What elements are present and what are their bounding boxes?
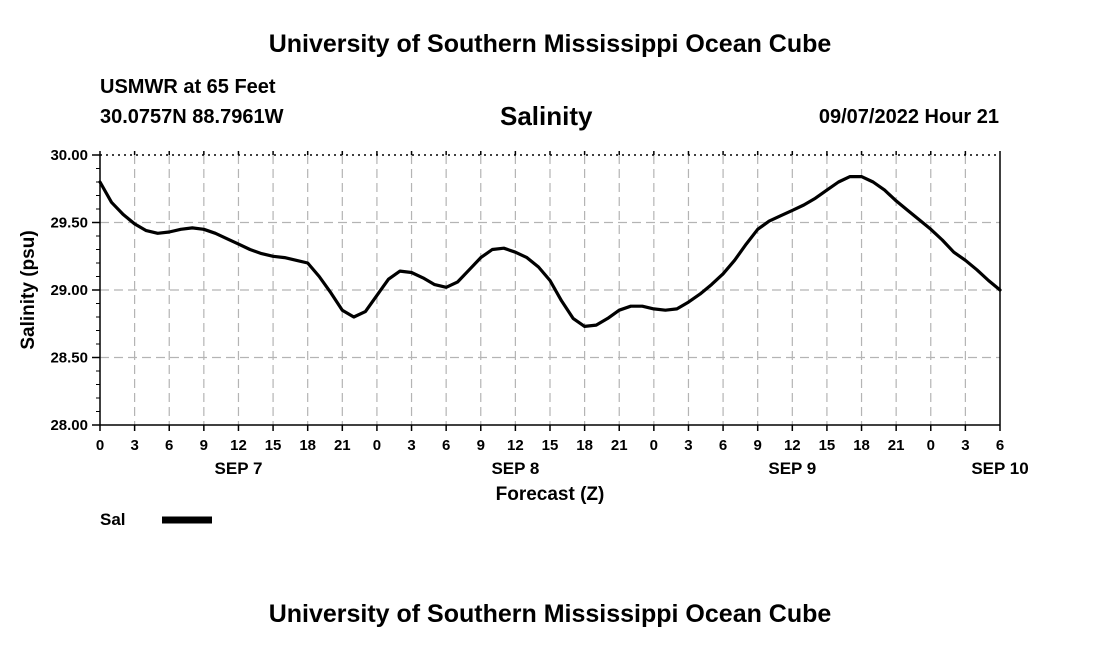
x-tick-label: 6 [996, 437, 1004, 454]
day-label: SEP 10 [971, 459, 1028, 478]
x-tick-label: 15 [542, 437, 559, 454]
grid-lines [100, 155, 1000, 425]
station-label: USMWR at 65 Feet [100, 76, 276, 98]
x-tick-label: 9 [754, 437, 762, 454]
x-tick-label: 6 [719, 437, 727, 454]
x-tick-label: 3 [130, 437, 138, 454]
legend-label-sal: Sal [100, 510, 126, 529]
y-tick-label: 28.00 [50, 417, 88, 434]
x-tick-label: 9 [477, 437, 485, 454]
x-tick-label: 3 [684, 437, 692, 454]
x-tick-label: 12 [784, 437, 801, 454]
station-coordinates: 30.0757N 88.7961W [100, 106, 284, 128]
x-tick-label: 21 [611, 437, 628, 454]
y-axis-label: Salinity (psu) [18, 230, 39, 349]
day-label: SEP 8 [491, 459, 539, 478]
forecast-datetime: 09/07/2022 Hour 21 [818, 106, 999, 128]
y-tick-label: 30.00 [50, 147, 88, 164]
day-label: SEP 7 [215, 459, 263, 478]
y-tick-label: 28.50 [50, 350, 88, 367]
footer-title: University of Southern Mississippi Ocean… [268, 600, 832, 628]
x-tick-label: 18 [299, 437, 316, 454]
x-tick-label: 15 [819, 437, 836, 454]
x-tick-label: 18 [853, 437, 870, 454]
x-tick-label: 15 [265, 437, 282, 454]
day-label: SEP 9 [768, 459, 816, 478]
x-tick-label: 9 [200, 437, 208, 454]
x-tick-label: 3 [407, 437, 415, 454]
x-tick-label: 0 [927, 437, 935, 454]
x-tick-label: 21 [888, 437, 905, 454]
series-layer [98, 175, 1002, 328]
x-tick-label: 3 [961, 437, 969, 454]
x-axis-label: Forecast (Z) [496, 484, 605, 505]
legend: Sal [100, 510, 212, 529]
x-tick-label: 6 [165, 437, 173, 454]
x-tick-label: 18 [576, 437, 593, 454]
series-line-sal [98, 175, 1002, 328]
x-tick-label: 12 [230, 437, 247, 454]
x-tick-label: 21 [334, 437, 351, 454]
x-tick-label: 0 [650, 437, 658, 454]
x-tick-label: 0 [373, 437, 381, 454]
x-tick-label: 12 [507, 437, 524, 454]
y-tick-label: 29.00 [50, 282, 88, 299]
page-title: University of Southern Mississippi Ocean… [268, 30, 832, 58]
axes: 0 3 6 9 12 15 18 21 0 3 6 9 12 15 18 21 0 3 6 9 12 15 18 21 0 3 6 2… [50, 147, 1028, 478]
chart-title: Salinity [500, 101, 593, 131]
y-tick-label: 29.50 [50, 215, 88, 232]
x-tick-label: 6 [442, 437, 450, 454]
x-tick-label: 0 [96, 437, 104, 454]
